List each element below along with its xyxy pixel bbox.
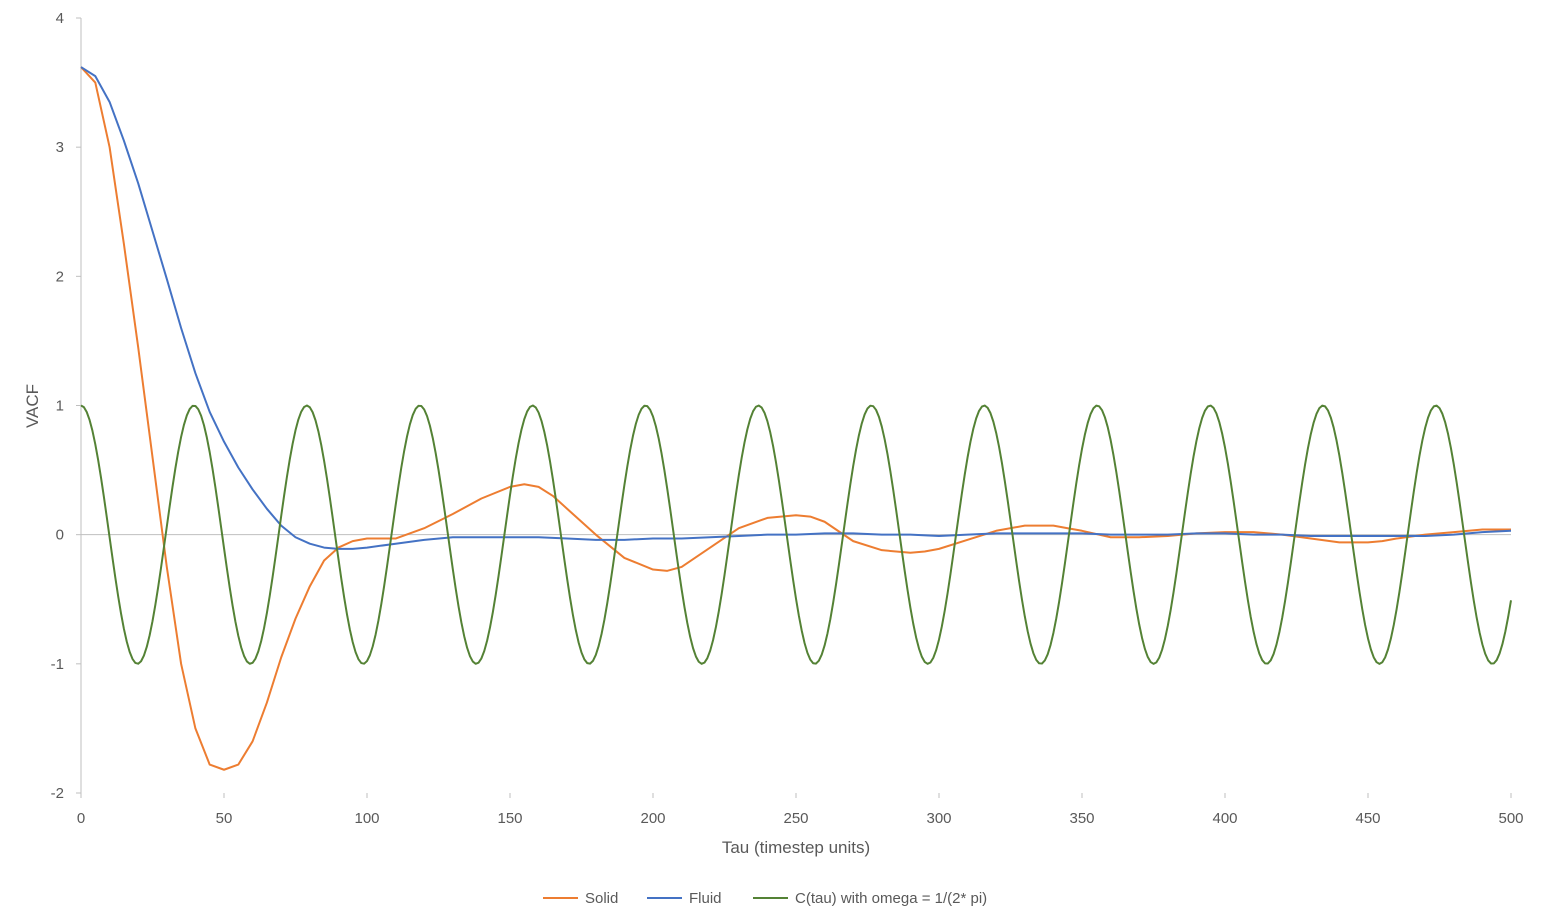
axes bbox=[80, 18, 1511, 793]
x-axis-title: Tau (timestep units) bbox=[722, 838, 870, 857]
legend: Solid Fluid C(tau) with omega = 1/(2* pi… bbox=[543, 890, 987, 907]
y-tick-label: -1 bbox=[51, 656, 64, 673]
y-tick-label: -2 bbox=[51, 785, 64, 802]
legend-label-fluid: Fluid bbox=[689, 890, 722, 907]
y-tick-label: 0 bbox=[56, 527, 64, 544]
x-tick-label: 200 bbox=[640, 810, 665, 827]
legend-label-ctau: C(tau) with omega = 1/(2* pi) bbox=[795, 890, 987, 907]
x-tick-label: 300 bbox=[926, 810, 951, 827]
legend-label-solid: Solid bbox=[585, 890, 618, 907]
y-tick-label: 4 bbox=[56, 10, 64, 27]
x-tick-label: 350 bbox=[1069, 810, 1094, 827]
x-axis-tick-labels: 0 50 100 150 200 250 300 350 400 450 500 bbox=[77, 793, 1524, 827]
x-tick-label: 150 bbox=[497, 810, 522, 827]
x-tick-label: 50 bbox=[216, 810, 233, 827]
x-tick-label: 500 bbox=[1498, 810, 1523, 827]
x-tick-label: 400 bbox=[1212, 810, 1237, 827]
x-tick-label: 0 bbox=[77, 810, 85, 827]
series-line-c-tau-with-omega-1-2-pi bbox=[80, 404, 1512, 665]
y-tick-label: 1 bbox=[56, 398, 64, 415]
x-tick-label: 100 bbox=[354, 810, 379, 827]
series-line-fluid bbox=[80, 66, 1512, 550]
x-tick-label: 250 bbox=[783, 810, 808, 827]
series-line-solid bbox=[80, 66, 1511, 771]
series-layer bbox=[80, 66, 1512, 771]
legend-item-ctau[interactable]: C(tau) with omega = 1/(2* pi) bbox=[753, 890, 987, 907]
legend-item-fluid[interactable]: Fluid bbox=[647, 890, 722, 907]
y-tick-label: 2 bbox=[56, 268, 64, 285]
y-axis-title: VACF bbox=[23, 384, 42, 428]
legend-item-solid[interactable]: Solid bbox=[543, 890, 618, 907]
y-tick-label: 3 bbox=[56, 139, 64, 156]
y-axis-tick-labels: -2 -1 0 1 2 3 4 bbox=[51, 10, 81, 802]
x-tick-label: 450 bbox=[1355, 810, 1380, 827]
